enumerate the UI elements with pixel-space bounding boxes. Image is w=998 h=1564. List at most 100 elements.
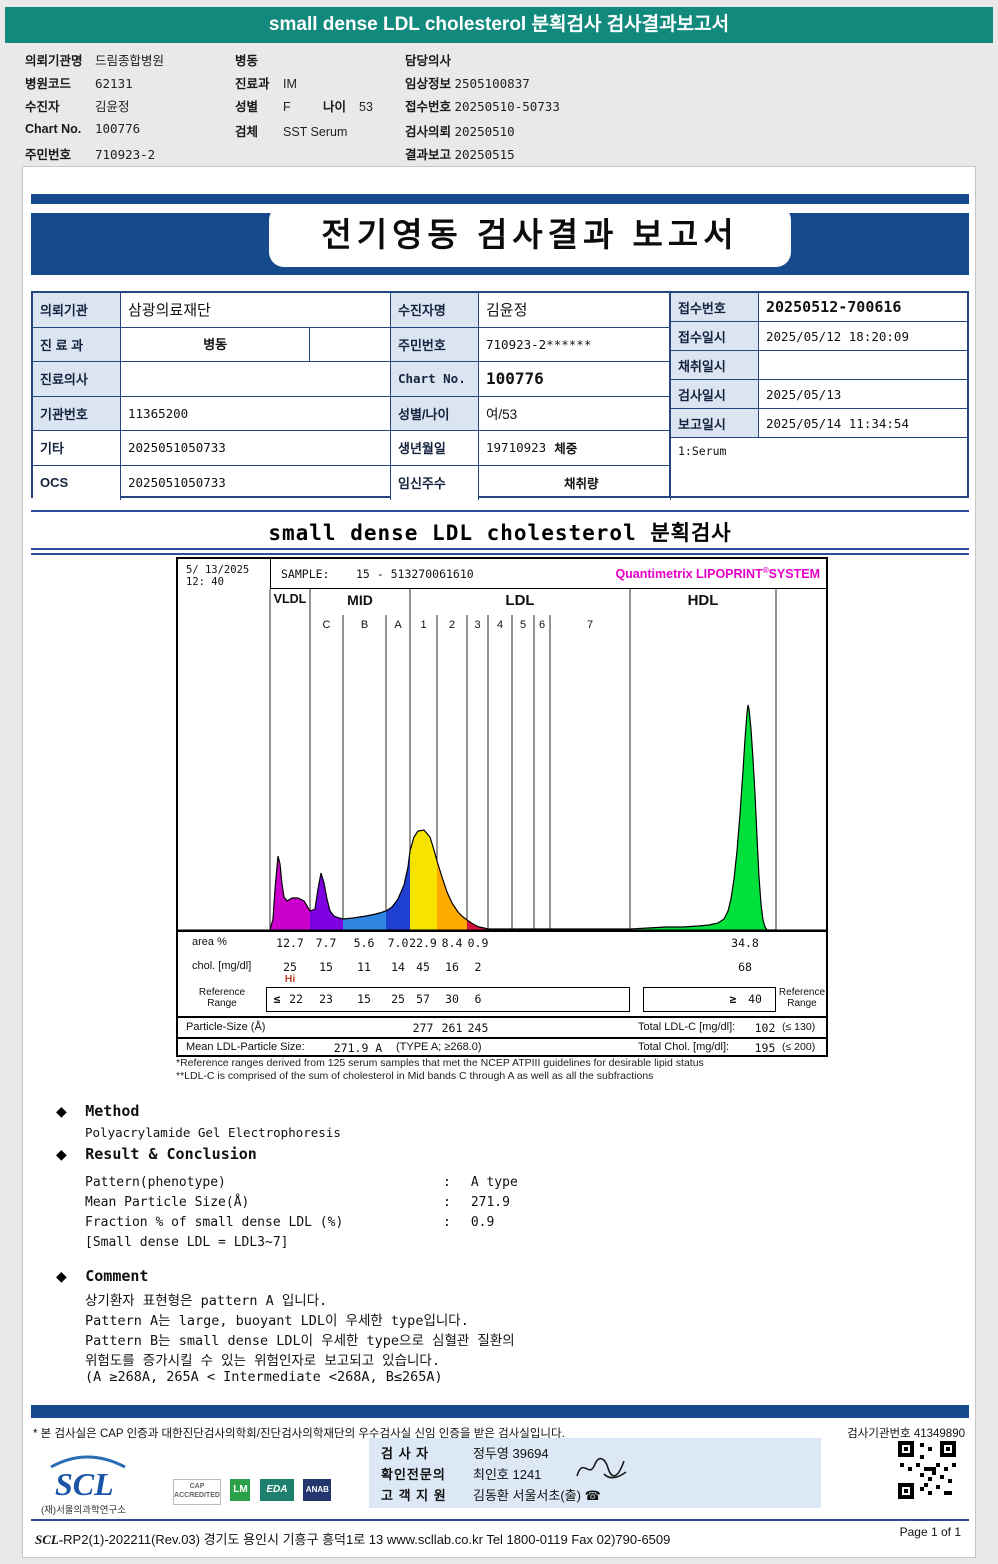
- registered-icon: ®: [762, 566, 769, 575]
- electrophoresis-curve: [178, 589, 826, 933]
- field-label: 접수일시: [671, 322, 759, 351]
- field-value: 2025/05/13: [759, 380, 969, 409]
- ref-value: 25: [391, 992, 405, 1006]
- ref-value: 30: [445, 992, 459, 1006]
- reference-range-box-right: [643, 987, 776, 1012]
- document-code-line: SCL-RP2(1)-202211(Rev.03) 경기도 용인시 기흥구 흥덕…: [35, 1532, 671, 1547]
- method-section: ◆ Method: [56, 1102, 139, 1121]
- section-rule: [31, 548, 969, 550]
- report-title: small dense LDL cholesterol 분획검사 검사결과보고서: [268, 14, 730, 35]
- cert-logos: CAP ACCREDITED LM EDA ANAB: [173, 1479, 336, 1505]
- chol-value: 2: [474, 960, 482, 974]
- patient-field: 진료과 IM: [235, 77, 297, 91]
- patient-field: 수진자 김윤정: [25, 100, 130, 114]
- mid-c-peak: [310, 873, 343, 930]
- area-value: 7.0: [387, 936, 409, 950]
- field-label: 진료의사: [33, 362, 121, 397]
- mean-size-note: (TYPE A; ≥268.0): [396, 1041, 482, 1053]
- patient-field: 결과보고 20250515: [405, 147, 515, 162]
- sub-label: A: [394, 619, 402, 631]
- org-number: 검사기관번호 41349890: [847, 1428, 965, 1440]
- total-ldl-ref: (≤ 130): [782, 1021, 816, 1033]
- comment-line: Pattern A는 large, buoyant LDL이 우세한 type입…: [85, 1313, 469, 1329]
- field-value: 김윤정: [479, 293, 671, 328]
- result-heading: Result & Conclusion: [85, 1145, 257, 1163]
- ref-value: 22: [289, 992, 303, 1006]
- patient-field: 임상정보 2505100837: [405, 76, 530, 91]
- phone-icon: ☎: [584, 1488, 601, 1503]
- field-value: 710923-2******: [479, 327, 671, 362]
- field-value: 채취량: [479, 465, 671, 500]
- area-value: 0.9: [467, 936, 489, 950]
- section-rule: [31, 510, 969, 512]
- verifier-row: 확인전문의 최인호 1241: [381, 1467, 542, 1482]
- field-value: 100776: [479, 362, 671, 397]
- mid-b-area: [343, 911, 386, 930]
- field-value: 11365200: [121, 396, 391, 431]
- diamond-icon: ◆: [56, 1268, 67, 1284]
- chol-value: 68: [738, 960, 752, 974]
- signature-icon: [576, 1457, 627, 1479]
- chart-divider: [178, 1037, 826, 1039]
- method-body: Polyacrylamide Gel Electrophoresis: [85, 1125, 341, 1140]
- field-value: 2025/05/14 11:34:54: [759, 409, 969, 438]
- method-heading: Method: [85, 1102, 140, 1120]
- info-table-right: 접수번호 20250512-700616 접수일시 2025/05/12 18:…: [669, 291, 969, 498]
- particle-value: 261: [441, 1021, 463, 1035]
- cert-line: * 본 검사실은 CAP 인증과 대한진단검사의학회/진단검사의학재단의 우수검…: [33, 1428, 565, 1440]
- sample-label: SAMPLE:: [281, 567, 330, 581]
- field-label: 접수번호: [671, 293, 759, 322]
- chart-header: SAMPLE: 15 - 513270061610 Quantimetrix L…: [270, 559, 826, 589]
- total-chol-ref: (≤ 200): [782, 1041, 816, 1053]
- ldl2-area: [437, 861, 467, 930]
- footnote-1: *Reference ranges derived from 125 serum…: [176, 1057, 704, 1069]
- reference-range-box-left: [266, 987, 630, 1012]
- sub-label: 6: [538, 619, 546, 631]
- area-value: 22.9: [409, 936, 437, 950]
- result-section: ◆ Result & Conclusion: [56, 1145, 257, 1164]
- diamond-icon: ◆: [56, 1146, 67, 1162]
- area-row-label: area %: [192, 936, 227, 948]
- band-label-mid: MID: [347, 592, 373, 608]
- hdl-peak: [630, 705, 767, 930]
- ldl1-peak: [410, 830, 437, 930]
- result-note: [Small dense LDL = LDL3~7]: [85, 1235, 289, 1250]
- comment-line: Pattern B는 small dense LDL이 우세한 type으로 심…: [85, 1333, 515, 1349]
- band-label-vldl: VLDL: [273, 592, 307, 606]
- chol-row-label: chol. [mg/dl]: [192, 960, 252, 972]
- ldl3-area: [467, 920, 488, 930]
- bottom-rule: [31, 1519, 969, 1521]
- patient-field: 검체 SST Serum: [235, 125, 348, 139]
- area-value: 12.7: [276, 936, 304, 950]
- area-value: 34.8: [731, 936, 759, 950]
- report-body: 전기영동 검사결과 보고서 의뢰기관 삼광의료재단 수진자명 김윤정 진 료 과…: [22, 166, 976, 1558]
- comment-heading: Comment: [85, 1267, 149, 1285]
- ge-symbol: ≥: [729, 992, 737, 1006]
- field-value: 여/53: [479, 396, 671, 431]
- footer-bar: [31, 1405, 969, 1418]
- chart-divider: [178, 1016, 826, 1018]
- scl-logo-icon: SCL: [50, 1455, 126, 1502]
- chol-value: 45: [416, 960, 430, 974]
- sub-label: 7: [586, 619, 594, 631]
- chol-value: 16: [445, 960, 459, 974]
- patient-field: 병동: [235, 54, 259, 68]
- kslm-logo: LM: [230, 1479, 251, 1501]
- diamond-icon: ◆: [56, 1103, 67, 1119]
- report-title-bar: small dense LDL cholesterol 분획검사 검사결과보고서: [5, 7, 993, 43]
- band-label-ldl: LDL: [505, 592, 535, 609]
- examiner-row: 검 사 자 정두영 39694: [381, 1446, 549, 1461]
- svg-text:SCL: SCL: [55, 1466, 114, 1499]
- serum-note: 1:Serum: [678, 444, 727, 458]
- total-chol-value: 195: [754, 1041, 776, 1055]
- field-value: 2025051050733: [121, 465, 391, 500]
- field-value: [759, 351, 969, 380]
- patient-field: 주민번호 710923-2: [25, 147, 156, 162]
- area-value: 5.6: [353, 936, 375, 950]
- footnote-2: **LDL-C is comprised of the sum of chole…: [176, 1070, 654, 1082]
- support-row: 고 객 지 원 김동환 서울서초(출) ☎: [381, 1488, 601, 1503]
- ref-value: 6: [474, 992, 482, 1006]
- field-value: 2025/05/12 18:20:09: [759, 322, 969, 351]
- field-label: 생년월일: [391, 431, 479, 466]
